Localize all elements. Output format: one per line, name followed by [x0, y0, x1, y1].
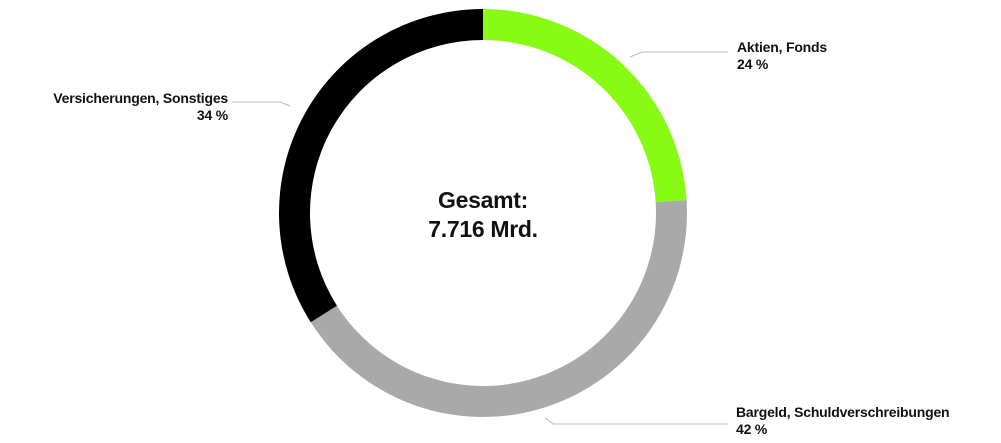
slice-aktien-fonds [483, 9, 687, 203]
center-total-title: Gesamt: [438, 187, 528, 213]
label-versicherungen-percent: 34 % [196, 107, 228, 123]
leader-lines [232, 51, 728, 425]
slice-bargeld-schuldverschreibungen [310, 200, 688, 418]
label-aktien-fonds-name: Aktien, Fonds [737, 39, 827, 55]
label-aktien-fonds: Aktien, Fonds 24 % [737, 39, 827, 73]
slice-versicherungen-sonstiges [279, 9, 483, 323]
leader-line-versicherungen-sonstiges [232, 101, 291, 107]
label-aktien-fonds-percent: 24 % [737, 56, 769, 72]
center-total-label: Gesamt: 7.716 Mrd. [383, 186, 583, 244]
label-bargeld-name: Bargeld, Schuldverschreibungen [736, 404, 950, 420]
leader-line-aktien-fonds [629, 51, 728, 58]
donut-slices [279, 9, 688, 418]
leader-line-bargeld-schuldverschreibungen [544, 417, 728, 425]
label-bargeld-schuldverschreibungen: Bargeld, Schuldverschreibungen 42 % [736, 404, 950, 438]
label-versicherungen-name: Versicherungen, Sonstiges [53, 90, 228, 106]
label-bargeld-percent: 42 % [736, 421, 768, 437]
center-total-value: 7.716 Mrd. [428, 216, 538, 242]
label-versicherungen-sonstiges: Versicherungen, Sonstiges 34 % [53, 90, 228, 124]
